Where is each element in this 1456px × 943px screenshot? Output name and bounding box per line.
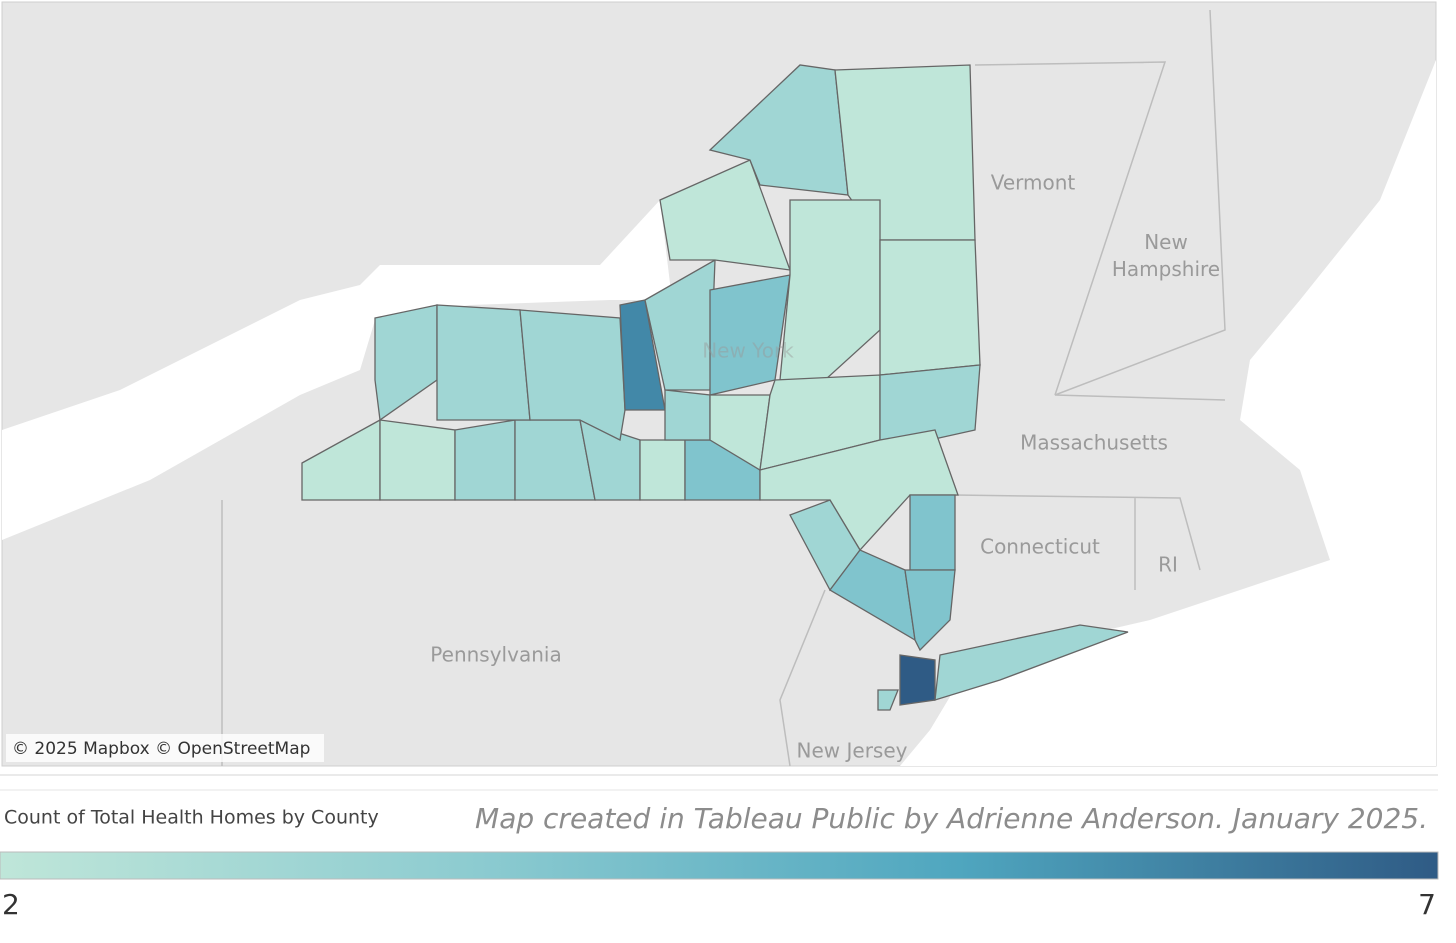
lake-ontario <box>2 200 672 540</box>
legend-min-label: 2 <box>2 888 20 921</box>
county <box>879 239 981 376</box>
county <box>899 654 936 706</box>
attribution: © 2025 Mapbox © OpenStreetMap <box>12 739 310 759</box>
legend-max-label: 7 <box>1418 888 1436 921</box>
county <box>379 419 456 501</box>
legend-title: Count of Total Health Homes by County <box>4 807 379 829</box>
county <box>904 569 956 652</box>
place-label: New York <box>702 339 794 363</box>
county <box>877 689 899 711</box>
county <box>519 309 626 441</box>
atlantic-ocean <box>900 60 1436 766</box>
county <box>934 624 1129 701</box>
legend-gradient <box>0 851 1439 880</box>
county <box>659 159 791 271</box>
county <box>436 304 531 421</box>
county <box>664 389 711 441</box>
attribution-bg <box>6 734 324 762</box>
county <box>909 494 956 571</box>
state-border <box>1054 9 1226 401</box>
place-label: New Hampshire <box>1112 230 1220 281</box>
county <box>879 364 981 441</box>
county <box>374 304 438 422</box>
county <box>639 439 686 501</box>
place-label: RI <box>1158 553 1178 577</box>
place-label: Pennsylvania <box>430 643 561 667</box>
place-label: Massachusetts <box>1020 431 1168 455</box>
counties <box>301 64 1129 711</box>
place-label: Vermont <box>991 171 1076 195</box>
county <box>454 419 516 501</box>
place-label: Connecticut <box>980 535 1100 559</box>
place-label: New Jersey <box>797 739 908 763</box>
note: Map created in Tableau Public by Adrienn… <box>475 802 1428 835</box>
state-border <box>221 61 1201 767</box>
